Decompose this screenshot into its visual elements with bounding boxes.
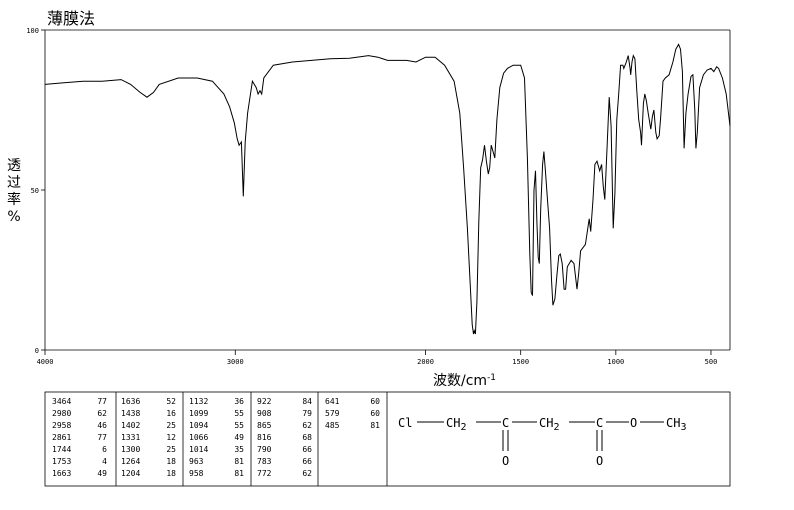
plot-frame — [44, 29, 731, 351]
peak-wavenumber: 783 — [257, 457, 272, 466]
peak-transmittance: 81 — [234, 457, 244, 466]
x-tick-label: 3000 — [227, 358, 244, 366]
peak-transmittance: 62 — [97, 409, 107, 418]
atom-ch2-1: CH2 — [446, 416, 466, 433]
peak-wavenumber: 1066 — [189, 433, 208, 442]
y-tick-label: 50 — [31, 187, 39, 195]
peak-transmittance: 55 — [234, 421, 244, 430]
peak-wavenumber: 772 — [257, 469, 272, 478]
peak-wavenumber: 1744 — [52, 445, 71, 454]
peak-wavenumber: 908 — [257, 409, 272, 418]
atom-cl: Cl — [398, 416, 412, 430]
peak-wavenumber: 1014 — [189, 445, 208, 454]
atom-o-carbonyl-2: O — [596, 454, 603, 468]
peak-wavenumber: 816 — [257, 433, 272, 442]
x-axis-label: 波数/cm-1 — [433, 373, 496, 389]
peak-wavenumber: 1636 — [121, 397, 140, 406]
peak-wavenumber: 1402 — [121, 421, 140, 430]
peak-wavenumber: 2958 — [52, 421, 71, 430]
peak-wavenumber: 2980 — [52, 409, 71, 418]
peak-transmittance: 18 — [166, 457, 176, 466]
atom-o-carbonyl-1: O — [502, 454, 509, 468]
peak-transmittance: 68 — [302, 433, 312, 442]
peak-transmittance: 77 — [97, 397, 107, 406]
peak-transmittance: 84 — [302, 397, 312, 406]
peak-transmittance: 25 — [166, 421, 176, 430]
spectrum-series-line — [44, 43, 731, 335]
peak-transmittance: 81 — [234, 469, 244, 478]
peak-transmittance: 46 — [97, 421, 107, 430]
peak-transmittance: 16 — [166, 409, 176, 418]
peak-wavenumber: 1094 — [189, 421, 208, 430]
x-axis-ticks: 4000 3000 2000 1500 1000 500 — [37, 350, 718, 366]
peak-wavenumber: 1300 — [121, 445, 140, 454]
peak-transmittance: 81 — [370, 421, 380, 430]
atom-ch3: CH3 — [666, 416, 686, 433]
peak-wavenumber: 790 — [257, 445, 272, 454]
x-tick-label: 2000 — [417, 358, 434, 366]
peak-transmittance: 77 — [97, 433, 107, 442]
peak-wavenumber: 579 — [325, 409, 340, 418]
peak-transmittance: 55 — [234, 409, 244, 418]
atom-o-ester: O — [630, 416, 637, 430]
peak-wavenumber: 1132 — [189, 397, 208, 406]
peak-transmittance: 4 — [102, 457, 107, 466]
peak-wavenumber: 1204 — [121, 469, 140, 478]
atom-c-2: C — [596, 416, 603, 430]
peak-wavenumber: 485 — [325, 421, 340, 430]
peak-wavenumber: 1099 — [189, 409, 208, 418]
x-tick-label: 4000 — [37, 358, 54, 366]
peak-wavenumber: 958 — [189, 469, 204, 478]
peak-transmittance: 12 — [166, 433, 176, 442]
peak-wavenumber: 1438 — [121, 409, 140, 418]
peak-transmittance: 6 — [102, 445, 107, 454]
peak-transmittance: 60 — [370, 409, 380, 418]
x-tick-label: 1000 — [607, 358, 624, 366]
peak-transmittance: 52 — [166, 397, 176, 406]
peak-wavenumber: 1753 — [52, 457, 71, 466]
peak-wavenumber: 1663 — [52, 469, 71, 478]
peak-transmittance: 36 — [234, 397, 244, 406]
molecular-structure: Cl CH2 C O CH2 C O O CH3 — [398, 416, 686, 468]
peak-transmittance: 66 — [302, 457, 312, 466]
y-tick-label: 100 — [26, 27, 39, 35]
peak-transmittance: 25 — [166, 445, 176, 454]
peak-wavenumber: 3464 — [52, 397, 71, 406]
y-axis-ticks: 100 50 0 — [26, 27, 45, 355]
x-tick-label: 500 — [705, 358, 718, 366]
y-tick-label: 0 — [35, 347, 39, 355]
peak-wavenumber: 641 — [325, 397, 340, 406]
peak-transmittance: 62 — [302, 469, 312, 478]
y-axis-label: 透过率% — [7, 158, 21, 225]
peak-wavenumber: 865 — [257, 421, 272, 430]
peak-wavenumber: 1331 — [121, 433, 140, 442]
peak-wavenumber: 2861 — [52, 433, 71, 442]
peak-transmittance: 60 — [370, 397, 380, 406]
peak-wavenumber: 1264 — [121, 457, 140, 466]
peak-transmittance: 66 — [302, 445, 312, 454]
peak-wavenumber: 922 — [257, 397, 272, 406]
chart-title: 薄膜法 — [47, 9, 95, 28]
x-tick-label: 1500 — [512, 358, 529, 366]
peak-transmittance: 49 — [234, 433, 244, 442]
peak-transmittance: 49 — [97, 469, 107, 478]
peak-transmittance: 62 — [302, 421, 312, 430]
peak-wavenumber: 963 — [189, 457, 204, 466]
svg-text:透过率%: 透过率% — [7, 158, 21, 225]
peak-table: 3464 77 2980 62 2958 46 2861 77 1744 6 1753 4 1663 49… — [44, 391, 731, 487]
peak-transmittance: 35 — [234, 445, 244, 454]
peak-transmittance: 79 — [302, 409, 312, 418]
atom-c-1: C — [502, 416, 509, 430]
peak-transmittance: 18 — [166, 469, 176, 478]
atom-ch2-2: CH2 — [539, 416, 559, 433]
